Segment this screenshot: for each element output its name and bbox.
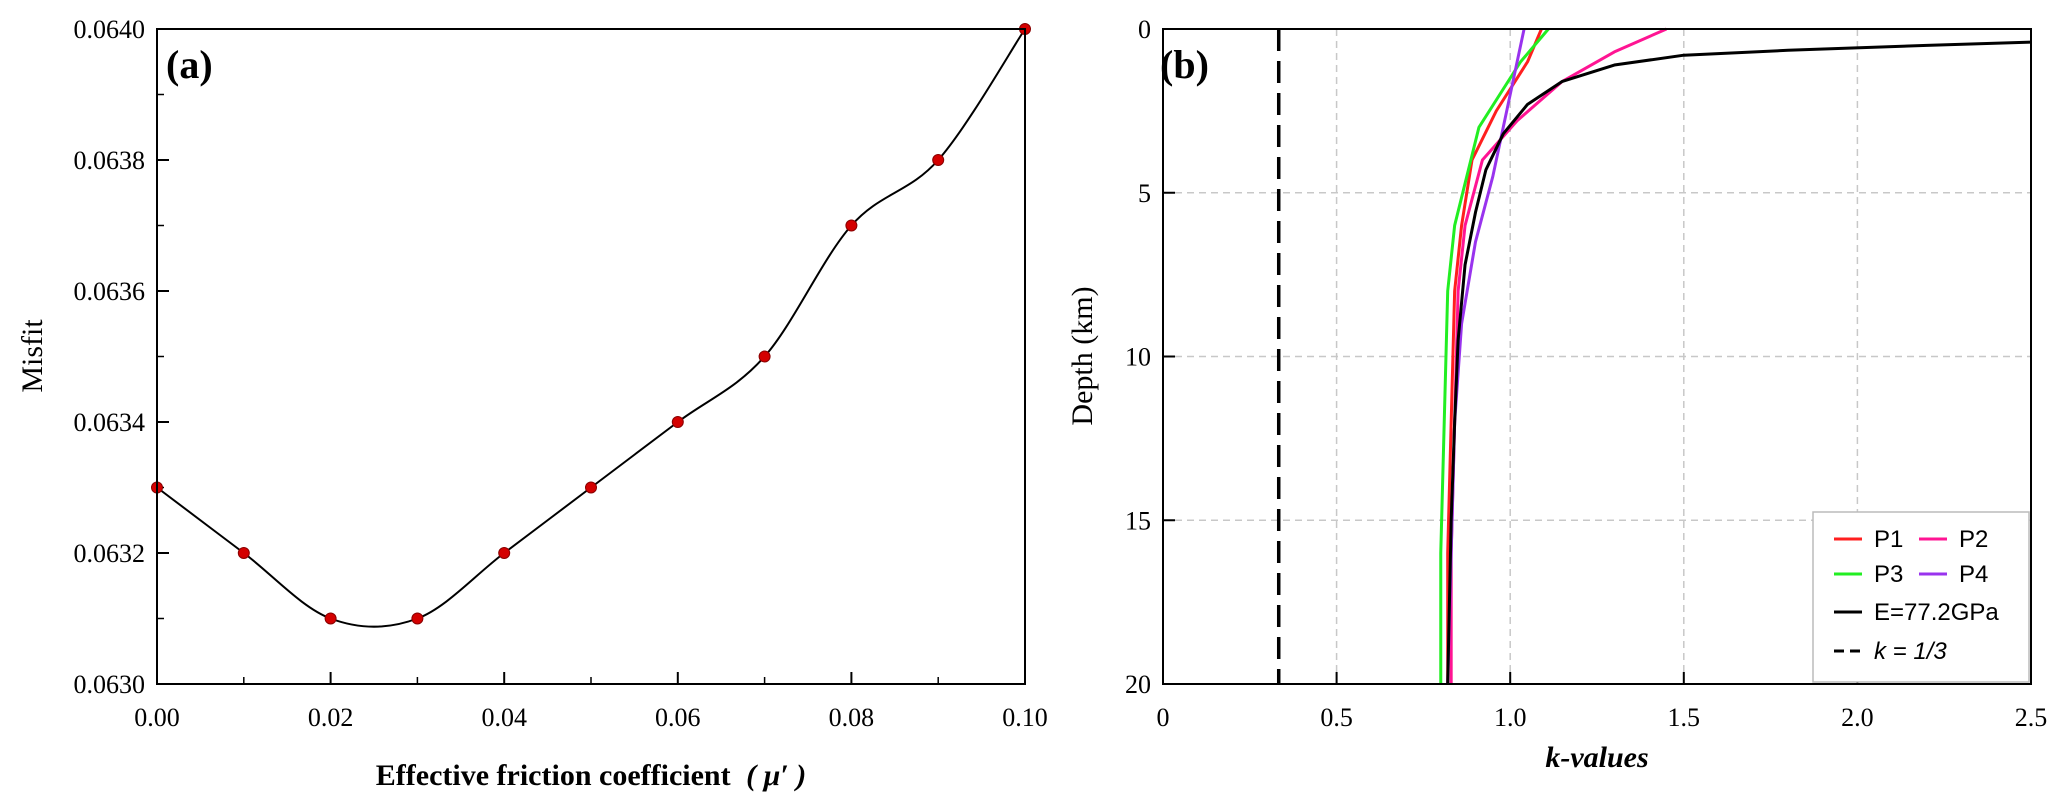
y-tick-label: 0.0634 [74, 408, 146, 437]
misfit-point [671, 416, 684, 428]
legend-label-e: E=77.2GPa [1874, 599, 1999, 626]
x-tick-label: 0 [1157, 703, 1170, 732]
panel-a-label: (a) [166, 42, 213, 87]
legend-label-p3: P3 [1874, 561, 1903, 588]
y-tick-label: 0.0630 [74, 670, 146, 699]
misfit-point [324, 612, 337, 625]
panel-a-xlabel-text: Effective friction coefficient [376, 759, 731, 792]
x-tick-label: 0.06 [655, 703, 701, 732]
x-tick-label: 1.5 [1668, 703, 1701, 732]
y-tick-label: 0.0632 [74, 539, 146, 568]
x-tick-label: 0.10 [1002, 703, 1048, 732]
panel-b-label: (b) [1160, 42, 1209, 87]
legend-label-k: k = 1/3 [1874, 638, 1947, 665]
panel-a-frame [156, 28, 1026, 685]
panel-a-xlabel-symbol: ( μ′ ) [746, 759, 806, 792]
misfit-point [758, 350, 771, 363]
series-line-p1 [1446, 28, 1543, 684]
panel-a-ylabel: Misfit [16, 319, 49, 393]
panel-b-xlabel: k-values [1545, 741, 1648, 774]
panel-b-frame [1162, 28, 2032, 685]
y-tick-label: 0.0640 [74, 15, 146, 44]
x-tick-label: 0.00 [134, 703, 180, 732]
y-tick-label: 5 [1138, 179, 1151, 208]
legend-label-p4: P4 [1959, 561, 1988, 588]
misfit-point [411, 612, 424, 625]
y-tick-label: 20 [1125, 670, 1151, 699]
y-tick-label: 0.0636 [74, 277, 146, 306]
misfit-curve [156, 28, 1026, 628]
misfit-points [151, 23, 1031, 625]
legend: P1 P2 P3 P4 E=77.2GPa k = 1/3 [1812, 511, 2030, 683]
x-tick-label: 1.0 [1494, 703, 1527, 732]
x-tick-label: 2.0 [1841, 703, 1874, 732]
misfit-point [237, 547, 250, 559]
misfit-point [932, 154, 945, 166]
misfit-point [585, 481, 597, 494]
panel-b-ylabel: Depth (km) [1066, 286, 1099, 425]
series-line-e-77-2gpa [1446, 40, 2032, 685]
x-tick-label: 0.04 [481, 703, 527, 732]
y-tick-label: 0 [1138, 15, 1151, 44]
x-tick-label: 0.08 [829, 703, 875, 732]
x-tick-label: 2.5 [2015, 703, 2048, 732]
panel-b-ticks: 0 0.5 1.0 1.5 2.0 2.5 0 5 10 15 20 [1125, 15, 2047, 732]
legend-label-p2: P2 [1959, 526, 1988, 553]
x-tick-label: 0.02 [308, 703, 354, 732]
panel-a-misfit-chart: 0.00 0.02 0.04 0.06 0.08 0.10 0.0630 0.0632 0.06… [16, 15, 1048, 792]
panel-b-series [1276, 27, 2032, 685]
misfit-point [845, 219, 858, 232]
x-tick-label: 0.5 [1320, 703, 1353, 732]
y-tick-label: 0.0638 [74, 146, 146, 175]
y-tick-label: 10 [1125, 343, 1151, 372]
legend-label-p1: P1 [1874, 526, 1903, 553]
y-tick-label: 15 [1125, 506, 1151, 535]
panel-a-ticks: 0.00 0.02 0.04 0.06 0.08 0.10 0.0630 0.0632 0.06… [74, 15, 1048, 732]
misfit-point [498, 547, 511, 559]
panel-a-xlabel: Effective friction coefficient ( μ′ ) [376, 759, 806, 792]
